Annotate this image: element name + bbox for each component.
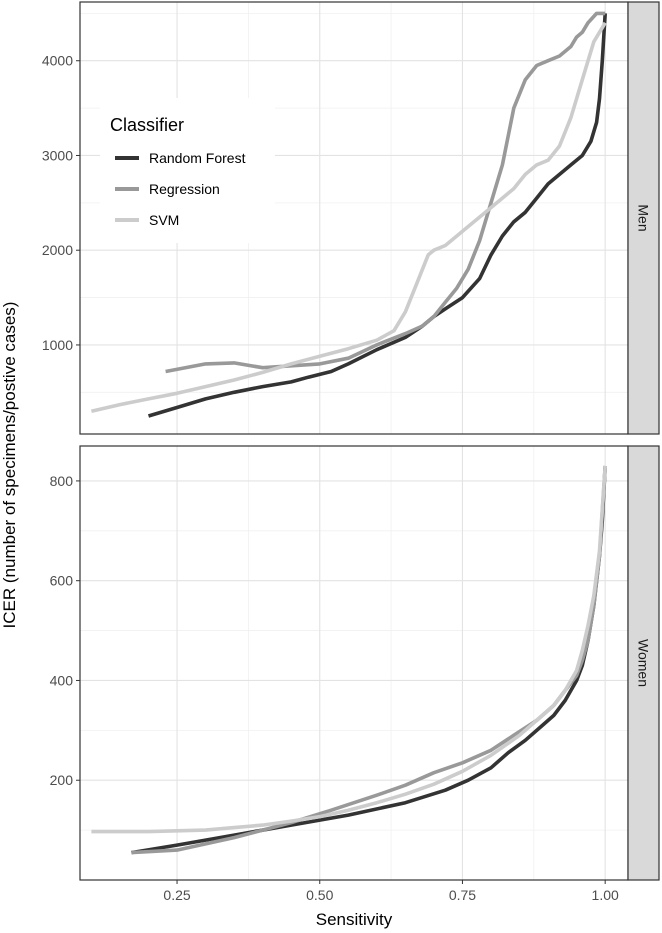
legend: Classifier Random Forest Regression SVM xyxy=(100,98,275,243)
legend-title: Classifier xyxy=(110,115,184,135)
y-tick-label: 200 xyxy=(50,772,74,788)
series-line-svm-women xyxy=(91,465,607,834)
y-tick-label: 4000 xyxy=(42,53,73,69)
legend-label-random-forest: Random Forest xyxy=(149,150,246,166)
x-tick-label: 0.75 xyxy=(449,887,476,903)
strip-label-women: Women xyxy=(636,639,652,687)
panel-women: Women 200 400 600 800 0.25 0.50 0.75 1.00 xyxy=(50,445,660,903)
y-tick-label: 400 xyxy=(50,672,74,688)
strip-background xyxy=(627,445,660,881)
series-line-regression-men xyxy=(165,11,606,374)
series-line-random-forest-men xyxy=(147,13,607,418)
x-tick-label: 1.00 xyxy=(592,887,619,903)
strip-label-men: Men xyxy=(636,204,652,231)
legend-label-regression: Regression xyxy=(149,181,220,197)
y-tick-label: 800 xyxy=(50,473,74,489)
x-tick-label: 0.25 xyxy=(163,887,190,903)
y-tick-label: 3000 xyxy=(42,147,73,163)
y-tick-label: 2000 xyxy=(42,242,73,258)
x-tick-label: 0.50 xyxy=(306,887,333,903)
legend-label-svm: SVM xyxy=(149,212,179,228)
y-tick-label: 600 xyxy=(50,573,74,589)
x-axis-title: Sensitivity xyxy=(316,910,393,929)
y-tick-label: 1000 xyxy=(42,337,73,353)
y-axis-title: ICER (number of specimens/postive cases) xyxy=(0,302,19,629)
series-line-svm-men xyxy=(90,21,607,414)
strip-background xyxy=(627,1,660,435)
